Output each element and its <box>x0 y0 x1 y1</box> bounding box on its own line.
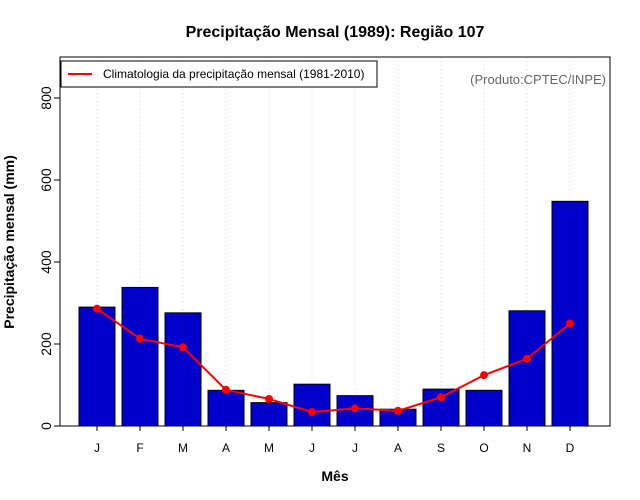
climatology-point-1 <box>93 304 101 313</box>
x-tick-label-7: J <box>352 441 358 455</box>
x-tick-label-4: A <box>222 441 230 455</box>
bar-3 <box>164 312 202 427</box>
x-tick-label-2: F <box>136 441 143 455</box>
y-axis: 0 200 400 600 800 <box>38 86 60 430</box>
bar-4 <box>207 389 245 427</box>
legend-box <box>60 60 378 88</box>
credit-text: (Produto:CPTEC/INPE) <box>470 72 606 87</box>
x-tick-label-12: D <box>566 441 575 455</box>
y-tick-label: 800 <box>38 86 54 110</box>
x-tick-label-11: N <box>523 441 532 455</box>
bar-12 <box>551 200 589 427</box>
climatology-point-9 <box>437 393 445 402</box>
climatology-point-3 <box>179 343 187 352</box>
bar-11 <box>508 310 546 427</box>
bar-series <box>78 200 589 427</box>
bar-5 <box>250 402 288 427</box>
y-tick-label: 0 <box>38 422 54 430</box>
climatology-point-2 <box>136 334 144 343</box>
x-tick-label-5: M <box>264 441 274 455</box>
climatology-point-11 <box>523 354 531 363</box>
x-tick-label-3: M <box>178 441 188 455</box>
climatology-point-4 <box>222 385 230 394</box>
x-tick-label-6: J <box>309 441 315 455</box>
y-tick-label: 600 <box>38 168 54 192</box>
x-tick-label-8: A <box>394 441 402 455</box>
x-axis-label: Mês <box>321 468 348 484</box>
legend-label-climatology: Climatologia da precipitação mensal (198… <box>103 67 364 81</box>
climatology-point-8 <box>394 406 402 415</box>
bar-6 <box>293 383 331 427</box>
climatology-point-5 <box>265 394 273 403</box>
x-tick-label-9: S <box>437 441 445 455</box>
bar-1 <box>78 306 116 427</box>
climatology-point-7 <box>351 404 359 413</box>
climatology-line <box>96 307 571 414</box>
y-axis-label: Precipitação mensal (mm) <box>1 155 17 329</box>
bar-2 <box>121 286 159 427</box>
x-tick-label-1: J <box>94 441 100 455</box>
climatology-line-series <box>93 304 574 417</box>
plot-frame <box>59 56 611 427</box>
climatology-point-6 <box>308 408 316 417</box>
y-tick-label: 400 <box>38 250 54 274</box>
legend: Climatologia da precipitação mensal (198… <box>60 60 378 88</box>
chart-title: Precipitação Mensal (1989): Região 107 <box>186 24 485 41</box>
climatology-point-12 <box>566 319 574 328</box>
x-tick-label-10: O <box>479 441 488 455</box>
y-tick-label: 200 <box>38 332 54 356</box>
climatology-point-10 <box>480 371 488 380</box>
bar-10 <box>465 389 503 427</box>
